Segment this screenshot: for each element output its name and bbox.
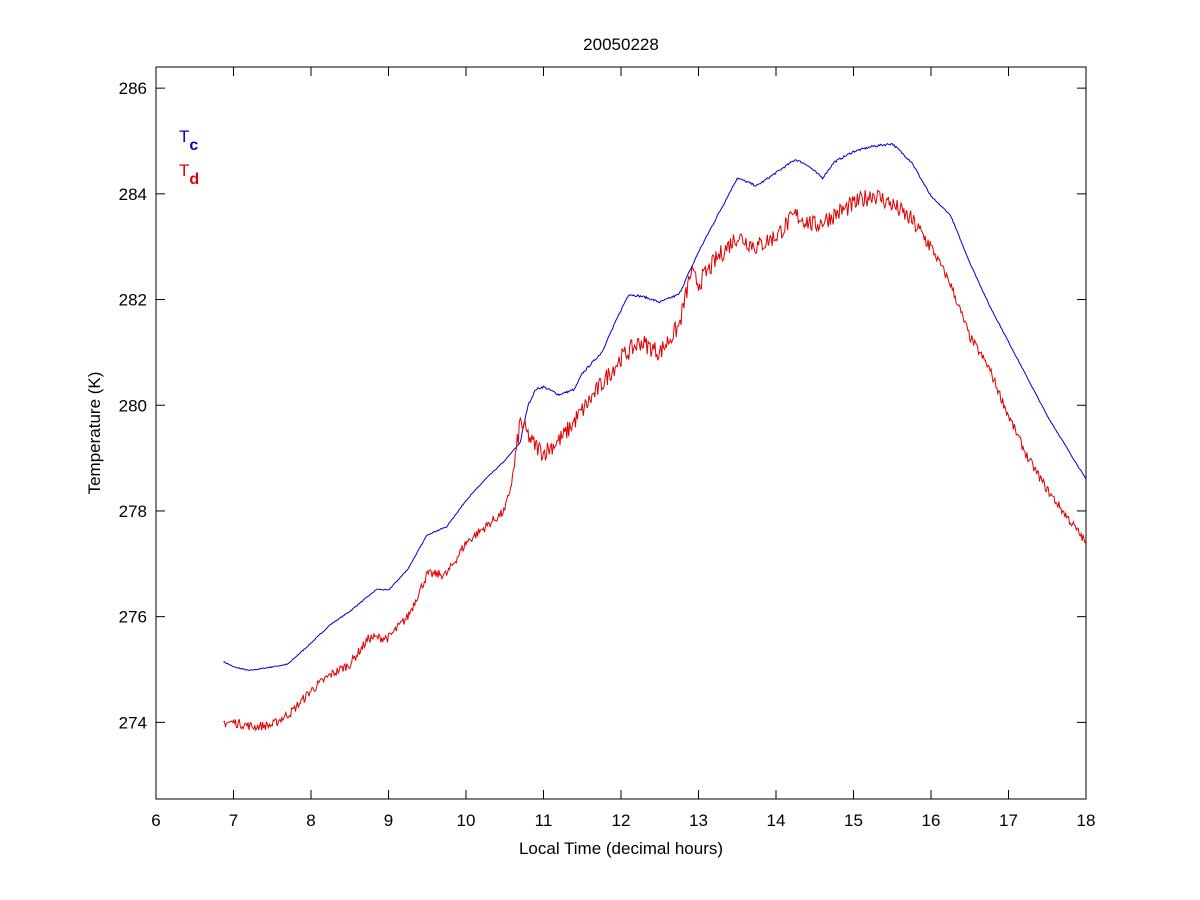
legend-label-main: T — [179, 127, 189, 146]
y-tick-label: 278 — [119, 502, 147, 521]
legend-label-sub: d — [189, 171, 199, 188]
x-tick-label: 12 — [612, 811, 631, 830]
y-tick-label: 274 — [119, 713, 147, 732]
x-tick-label: 10 — [457, 811, 476, 830]
x-tick-label: 8 — [306, 811, 315, 830]
legend-entry-td: Td — [179, 161, 199, 188]
y-tick-label: 276 — [119, 608, 147, 627]
legend-label-sub: c — [189, 137, 198, 154]
x-tick-label: 17 — [999, 811, 1018, 830]
series-line-tc — [223, 142, 1087, 671]
legend-label-main: T — [179, 161, 189, 180]
y-tick-label: 280 — [119, 396, 147, 415]
x-axis-label: Local Time (decimal hours) — [519, 839, 723, 858]
y-tick-label: 282 — [119, 291, 147, 310]
x-tick-label: 7 — [229, 811, 238, 830]
x-tick-label: 9 — [384, 811, 393, 830]
x-tick-label: 15 — [844, 811, 863, 830]
x-tick-label: 18 — [1077, 811, 1096, 830]
x-tick-label: 6 — [151, 811, 160, 830]
y-tick-label: 286 — [119, 79, 147, 98]
y-tick-label: 284 — [119, 185, 147, 204]
x-tick-label: 13 — [689, 811, 708, 830]
x-tick-label: 11 — [535, 811, 553, 830]
chart-title: 20050228 — [583, 35, 659, 54]
series-line-td — [223, 189, 1087, 732]
x-tick-label: 16 — [922, 811, 941, 830]
legend-entry-tc: Tc — [179, 127, 198, 154]
x-tick-label: 14 — [767, 811, 786, 830]
y-axis-label: Temperature (K) — [85, 372, 104, 495]
plot-area — [155, 66, 1087, 800]
